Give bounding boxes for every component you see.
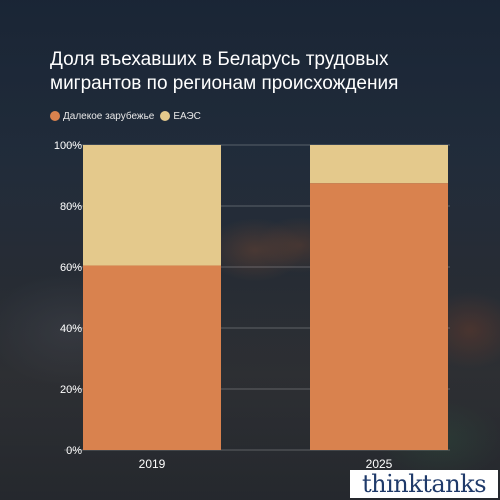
y-tick-label: 100%: [54, 140, 82, 152]
y-tick-label: 20%: [60, 384, 82, 396]
bar-segment: [310, 145, 448, 184]
legend-label-far-abroad: Далекое зарубежье: [63, 110, 155, 122]
y-tick-label: 40%: [60, 323, 82, 335]
x-tick-label: 2025: [366, 457, 393, 471]
y-tick-label: 80%: [60, 201, 82, 213]
legend-label-eaeu: ЕАЭС: [173, 110, 201, 122]
y-tick-label: 0%: [66, 445, 82, 457]
y-tick-label: 60%: [60, 262, 82, 274]
bar-segment: [83, 265, 221, 450]
x-tick-label: 2019: [139, 457, 166, 471]
chart-title: Доля въехавших в Беларусь трудовых мигра…: [50, 48, 470, 96]
chart-title-line-1: Доля въехавших в Беларусь трудовых: [50, 49, 389, 70]
bar-segment: [310, 183, 448, 450]
legend-swatch-far-abroad: [50, 111, 60, 121]
legend-swatch-eaeu: [160, 111, 171, 121]
thinktanks-logo: thinktanks: [350, 470, 498, 498]
legend-item-far-abroad: Далекое зарубежье: [50, 111, 154, 122]
chart-title-line-2: мигрантов по регионам происхождения: [50, 73, 399, 94]
chart-legend: Далекое зарубежье ЕАЭС: [50, 109, 201, 123]
bar-segment: [83, 145, 221, 266]
legend-item-eaeu: ЕАЭС: [160, 111, 201, 122]
